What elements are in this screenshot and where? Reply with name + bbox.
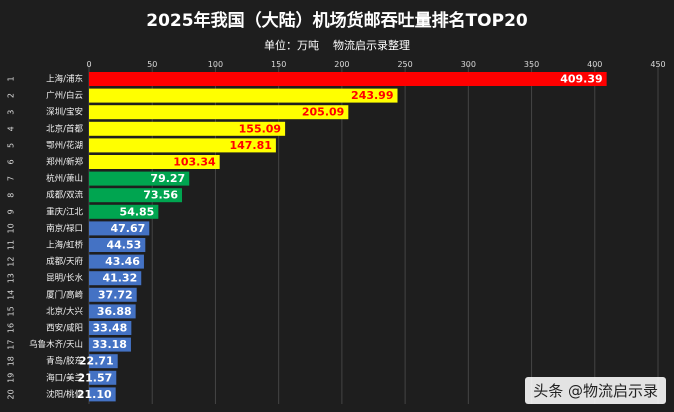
x-tick-label: 300 [461,60,476,69]
category-label: 杭州/萧山 [46,173,83,184]
data-label: 33.18 [92,338,127,351]
bar [89,337,131,352]
bar [89,121,286,136]
bar [89,387,116,402]
data-label: 36.88 [97,305,132,318]
chart-subtitle: 单位：万吨 物流启示录整理 [264,38,410,52]
category-label: 昆明/长水 [46,273,83,284]
rank-label: 6 [7,159,16,164]
bar [89,204,159,219]
data-label: 73.56 [143,189,178,202]
category-label: 成都/双流 [46,190,83,201]
bar [89,221,150,236]
gridlines [88,64,659,404]
x-tick-label: 50 [147,60,157,69]
rank-label: 14 [7,290,16,300]
bar [89,188,183,203]
x-tick-label: 400 [587,60,602,69]
x-tick-label: 100 [208,60,223,69]
rank-label: 9 [7,209,16,214]
category-label: 海口/美兰 [46,372,83,383]
bar [89,254,144,269]
bar [89,238,146,252]
rank-label: 18 [7,356,16,366]
x-tick-label: 150 [271,60,286,69]
bar [89,138,276,153]
category-label: 青岛/胶东 [46,356,83,367]
category-label: 广州/白云 [46,90,83,101]
rank-label: 12 [7,257,16,267]
bar [89,155,220,169]
category-label: 成都/天府 [46,256,83,267]
watermark: 头条 @物流启示录 [525,377,666,404]
data-label: 44.53 [107,239,142,252]
rank-label: 2 [7,93,16,98]
data-label: 147.81 [229,139,271,152]
data-label: 409.39 [560,73,602,86]
x-tick-label: 350 [524,60,539,69]
category-label: 上海/虹桥 [46,240,83,251]
category-label: 沈阳/桃仙 [46,389,83,400]
rank-label: 19 [7,373,16,383]
category-label: 郑州/新郑 [46,157,83,168]
data-label: 47.67 [110,222,145,235]
bar [89,370,117,385]
x-tick-label: 200 [334,60,349,69]
bars: 1 上海/浦东 409.39 2 广州/白云 243.99 3 深圳/宝安 205.09 4 北京/… [7,72,607,402]
rank-label: 11 [7,240,16,250]
category-label: 厦门/高崎 [46,289,83,300]
x-tick-label: 250 [397,60,412,69]
data-label: 22.71 [79,355,114,368]
category-label: 南京/禄口 [46,223,83,234]
data-label: 103.34 [173,156,216,169]
bar [89,304,136,319]
rank-label: 15 [7,306,16,316]
category-label: 鄂州/花湖 [46,140,83,151]
rank-label: 16 [7,323,16,333]
category-label: 北京/大兴 [46,306,83,317]
bar [89,72,607,86]
chart-title: 2025年我国（大陆）机场货邮吞吐量排名TOP20 [146,10,528,31]
data-label: 41.32 [102,272,137,285]
bar [89,271,142,286]
rank-label: 20 [7,389,16,399]
bar [89,88,398,103]
data-label: 37.72 [98,288,133,301]
category-label: 西安/咸阳 [46,323,83,334]
bar [89,321,132,335]
bar [89,171,190,186]
rank-label: 10 [7,223,16,233]
category-label: 重庆/江北 [46,206,83,217]
rank-label: 4 [7,126,16,131]
rank-label: 8 [7,193,16,198]
data-label: 54.85 [120,205,155,218]
rank-label: 1 [7,76,16,81]
bar [89,287,137,302]
data-label: 21.10 [77,388,112,401]
category-label: 上海/浦东 [46,74,83,85]
data-label: 33.48 [93,322,128,335]
data-label: 243.99 [351,89,393,102]
data-label: 79.27 [150,172,185,185]
x-tick-label: 450 [650,60,665,69]
rank-label: 13 [7,273,16,283]
rank-label: 3 [7,110,16,115]
bar [89,354,118,369]
data-label: 21.57 [77,371,112,384]
x-tick-label: 0 [86,60,91,69]
data-label: 155.09 [239,122,281,135]
data-label: 43.46 [105,255,140,268]
category-label: 北京/首都 [46,123,83,134]
category-label: 乌鲁木齐/天山 [29,339,83,350]
category-label: 深圳/宝安 [46,107,83,118]
data-label: 205.09 [302,106,344,119]
rank-label: 17 [7,340,16,350]
rank-label: 7 [7,176,16,181]
rank-label: 5 [7,143,16,148]
bar [89,105,349,120]
x-axis-ticks: 0 50 100 150 200 250 300 350 400 450 [86,60,665,69]
